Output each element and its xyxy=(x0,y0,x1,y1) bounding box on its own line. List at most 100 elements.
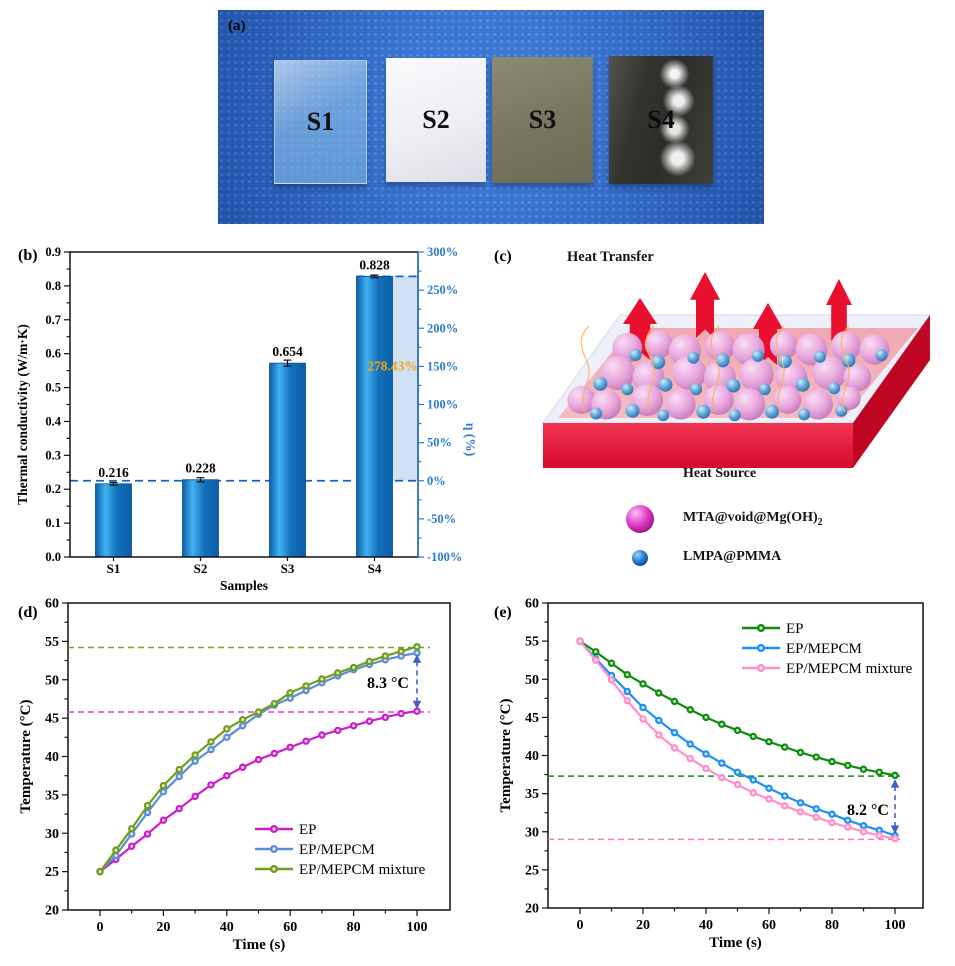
bar-value-S1: 0.216 xyxy=(98,465,129,480)
ytick: 50 xyxy=(525,673,539,688)
ytick: 55 xyxy=(45,635,59,650)
diagram-legend-markers xyxy=(626,505,654,566)
heat-arrow-4 xyxy=(826,279,852,341)
cooling-curve-chart: 20 25 30 35 40 45 50 55 60 0 20 40 60 80 100 Time (s) Te… xyxy=(498,597,924,951)
ytick-right: -100% xyxy=(427,550,462,564)
ytick: 30 xyxy=(45,827,59,842)
ytick-right: 50% xyxy=(427,436,452,450)
xtick: 60 xyxy=(283,920,297,935)
bar-S1 xyxy=(95,483,132,558)
xtick: 100 xyxy=(885,918,906,933)
ytick: 20 xyxy=(525,902,539,917)
xtick: 0 xyxy=(577,918,584,933)
ytick-right: 250% xyxy=(427,283,458,297)
slab-front-face xyxy=(543,423,853,468)
ytick: 30 xyxy=(525,825,539,840)
slab-side-face xyxy=(853,315,930,468)
legend-label: EP xyxy=(786,621,804,637)
left-axis-title: Thermal conductivity (W/m·K) xyxy=(15,324,30,505)
legend-lmpa-label: LMPA@PMMA xyxy=(683,549,782,564)
bar-S4 xyxy=(356,276,393,558)
legend-label: EP/MEPCM mixture xyxy=(786,661,913,677)
series-ep xyxy=(576,637,899,780)
ytick: 40 xyxy=(45,750,59,765)
ytick-right: 150% xyxy=(427,359,458,373)
panel-a-photo: (a) S1 S2 S3 S4 xyxy=(218,10,764,224)
sample-s3-label: S3 xyxy=(528,105,557,134)
mta-sphere-icon xyxy=(626,505,654,533)
sample-s1: S1 xyxy=(274,60,367,184)
xtick: 20 xyxy=(636,918,650,933)
heat-source-title: Heat Source xyxy=(683,466,757,481)
bar-value-S2: 0.228 xyxy=(185,461,216,476)
sample-s3: S3 xyxy=(492,57,593,183)
ytick-left: 0.3 xyxy=(45,448,61,462)
ytick-left: 0.4 xyxy=(45,414,61,428)
sample-s2: S2 xyxy=(386,58,486,182)
xtick: 60 xyxy=(762,918,776,933)
ytick-left: 0.8 xyxy=(45,279,61,293)
ytick: 60 xyxy=(525,597,539,612)
bars: 0.216 S1 0.228 S2 0.654 S3 0.828 S4 xyxy=(95,257,393,576)
bar-S2 xyxy=(182,479,219,558)
ytick-left: 0.6 xyxy=(45,347,61,361)
ytick-right: 300% xyxy=(427,245,458,259)
ytick: 45 xyxy=(45,712,59,727)
series-ep-mepcm-mixture xyxy=(96,643,421,876)
xtick-S4: S4 xyxy=(368,561,382,576)
ytick-right: 200% xyxy=(427,321,458,335)
panel-b-label: (b) xyxy=(18,247,38,264)
sample-s2-label: S2 xyxy=(422,105,450,134)
axes: 20 25 30 35 40 45 50 55 60 0 20 40 60 80 100 xyxy=(45,597,451,935)
ytick: 35 xyxy=(45,788,59,803)
bar-S3 xyxy=(269,362,306,558)
y-axis-title: Temperature (°C) xyxy=(498,699,514,813)
xtick: 80 xyxy=(347,920,361,935)
thermal-conductivity-bar-chart: 0.216S10.228S20.654S30.828S4278.43%0.00.… xyxy=(15,245,478,592)
right-axis-title: η (%) xyxy=(463,423,478,457)
ytick: 45 xyxy=(525,711,539,726)
ytick: 25 xyxy=(45,865,59,880)
ytick: 55 xyxy=(525,635,539,650)
ytick-right: -50% xyxy=(427,512,456,526)
y-axis-title: Temperature (°C) xyxy=(18,700,34,814)
heat-flow-lines xyxy=(580,325,850,413)
ytick: 20 xyxy=(45,904,59,919)
legend-mta-label: MTA@void@Mg(OH)2 xyxy=(683,510,823,528)
panel-d-label: (d) xyxy=(18,604,38,621)
ytick: 35 xyxy=(525,787,539,802)
series-ep-mepcm xyxy=(576,637,899,840)
ytick-right: 100% xyxy=(427,398,458,412)
xtick: 100 xyxy=(407,920,428,935)
sample-s4: S4 xyxy=(609,56,713,184)
xtick: 20 xyxy=(156,920,170,935)
heat-arrow-2 xyxy=(690,272,720,338)
xtick-S1: S1 xyxy=(107,561,121,576)
legend: EP EP/MEPCM EP/MEPCM mixture xyxy=(742,621,913,677)
panel-e-label: (e) xyxy=(494,604,512,621)
xtick-S2: S2 xyxy=(194,561,208,576)
ytick-left: 0.1 xyxy=(45,516,61,530)
sample-s4-label: S4 xyxy=(647,105,675,134)
xtick-S3: S3 xyxy=(281,561,295,576)
axes: 0.0 0.1 0.2 0.3 0.4 0.5 0.6 0.7 0.8 0.9 -100% -50% 0… xyxy=(45,245,462,564)
bar-value-S4: 0.828 xyxy=(359,257,390,272)
axes: 20 25 30 35 40 45 50 55 60 0 20 40 60 80 100 xyxy=(525,597,924,933)
ytick-left: 0.0 xyxy=(45,550,61,564)
delta-annotation xyxy=(890,779,900,835)
delta-label: 8.3 °C xyxy=(367,675,409,692)
x-axis-title: Time (s) xyxy=(709,935,762,951)
heat-transfer-diagram xyxy=(542,272,931,566)
panel-c-label: (c) xyxy=(494,248,512,265)
series-ep-mepcm-mixture xyxy=(576,637,899,843)
legend-label: EP/MEPCM xyxy=(299,842,375,858)
ytick: 60 xyxy=(45,597,59,612)
panel-a-label: (a) xyxy=(228,18,246,34)
delta-annotation xyxy=(412,654,422,710)
ytick-left: 0.9 xyxy=(45,245,61,259)
sample-s1-label: S1 xyxy=(306,107,335,136)
bar-value-S3: 0.654 xyxy=(272,344,303,359)
xtick: 40 xyxy=(220,920,234,935)
xtick: 80 xyxy=(825,918,839,933)
